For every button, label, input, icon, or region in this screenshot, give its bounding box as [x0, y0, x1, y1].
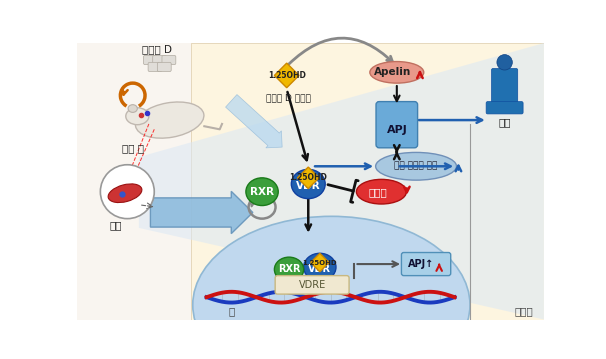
- Text: 비타민 D 활성형: 비타민 D 활성형: [266, 93, 311, 102]
- Text: 1.25OHD: 1.25OHD: [268, 71, 305, 80]
- Ellipse shape: [356, 180, 407, 204]
- Ellipse shape: [291, 169, 325, 199]
- FancyBboxPatch shape: [275, 276, 349, 294]
- Polygon shape: [191, 43, 544, 320]
- FancyBboxPatch shape: [158, 62, 171, 71]
- Text: 근육: 근육: [110, 220, 122, 230]
- FancyArrow shape: [225, 94, 282, 148]
- Text: 비타민 D: 비타민 D: [142, 45, 171, 55]
- Circle shape: [497, 55, 512, 70]
- Ellipse shape: [135, 102, 204, 138]
- FancyBboxPatch shape: [162, 55, 176, 65]
- Text: 운동: 운동: [498, 117, 511, 127]
- FancyBboxPatch shape: [153, 55, 167, 65]
- Text: 핵: 핵: [228, 307, 235, 316]
- Text: 1.25OHD: 1.25OHD: [302, 260, 337, 266]
- Ellipse shape: [275, 257, 304, 282]
- Polygon shape: [310, 253, 329, 272]
- Text: VDR: VDR: [308, 264, 331, 274]
- FancyArrow shape: [150, 191, 253, 234]
- Ellipse shape: [304, 253, 336, 281]
- Ellipse shape: [193, 216, 470, 359]
- Text: 세포질: 세포질: [514, 307, 533, 316]
- Ellipse shape: [376, 153, 456, 180]
- Text: Apelin: Apelin: [375, 67, 411, 77]
- Ellipse shape: [126, 108, 149, 125]
- FancyBboxPatch shape: [401, 252, 451, 276]
- Polygon shape: [139, 43, 544, 320]
- Polygon shape: [78, 43, 231, 320]
- Ellipse shape: [108, 184, 142, 202]
- Text: APJ: APJ: [387, 125, 407, 135]
- Polygon shape: [298, 167, 319, 188]
- Polygon shape: [275, 63, 299, 88]
- FancyBboxPatch shape: [486, 102, 523, 114]
- Ellipse shape: [128, 105, 138, 112]
- Text: 1.25OHD: 1.25OHD: [289, 173, 327, 182]
- Text: APJ↑: APJ↑: [408, 259, 434, 269]
- Text: RXR: RXR: [278, 265, 300, 275]
- Text: 근위축: 근위축: [368, 187, 387, 197]
- Text: VDRE: VDRE: [299, 280, 326, 290]
- Ellipse shape: [370, 61, 424, 83]
- Text: VDR: VDR: [296, 181, 321, 191]
- Text: 근육 단백질 합성: 근육 단백질 합성: [395, 162, 438, 171]
- FancyBboxPatch shape: [491, 69, 518, 106]
- FancyBboxPatch shape: [144, 55, 158, 65]
- Text: RXR: RXR: [250, 187, 274, 197]
- FancyBboxPatch shape: [148, 62, 162, 71]
- Text: 늘은 쥐: 늘은 쥐: [122, 143, 144, 153]
- FancyBboxPatch shape: [376, 102, 418, 148]
- Circle shape: [101, 165, 155, 219]
- Ellipse shape: [246, 178, 278, 206]
